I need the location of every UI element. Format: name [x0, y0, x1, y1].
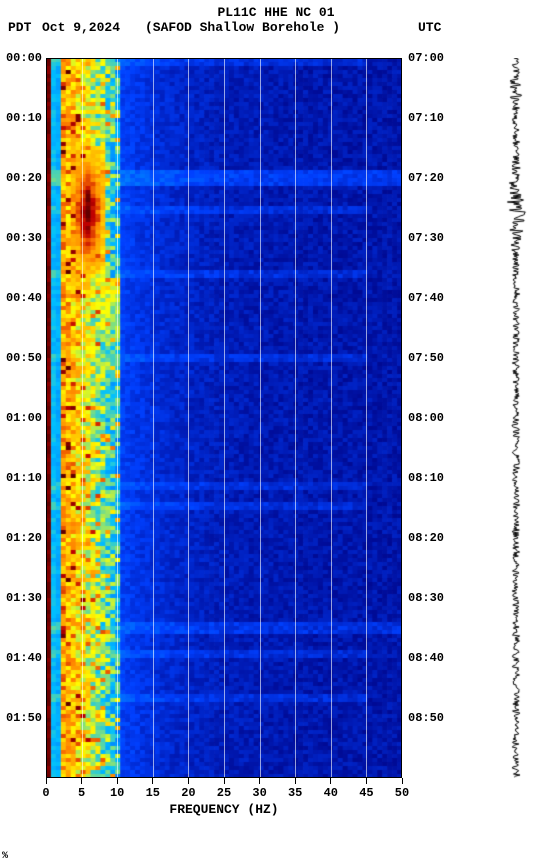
- gridline: [331, 58, 332, 778]
- x-tick: [224, 778, 225, 784]
- x-tick: [81, 778, 82, 784]
- x-tick-label: 45: [359, 786, 373, 800]
- x-tick: [117, 778, 118, 784]
- x-tick-label: 10: [110, 786, 124, 800]
- footer-mark: %: [2, 851, 8, 862]
- spectrogram-plot: 05101520253035404550 FREQUENCY (HZ) 00:0…: [46, 58, 402, 778]
- y-tick-left: 01:30: [6, 591, 42, 605]
- y-tick-left: 00:10: [6, 111, 42, 125]
- x-tick: [330, 778, 331, 784]
- x-tick-label: 5: [78, 786, 85, 800]
- y-tick-left: 01:40: [6, 651, 42, 665]
- y-tick-right: 08:50: [408, 711, 444, 725]
- x-tick-label: 15: [146, 786, 160, 800]
- x-tick: [259, 778, 260, 784]
- timezone-right-label: UTC: [418, 20, 441, 35]
- y-tick-right: 07:00: [408, 51, 444, 65]
- y-tick-left: 00:20: [6, 171, 42, 185]
- y-tick-left: 01:00: [6, 411, 42, 425]
- x-tick: [46, 778, 47, 784]
- y-tick-left: 00:40: [6, 291, 42, 305]
- date-label: Oct 9,2024: [42, 20, 120, 35]
- y-tick-right: 07:50: [408, 351, 444, 365]
- y-tick-right: 07:20: [408, 171, 444, 185]
- y-tick-right: 08:10: [408, 471, 444, 485]
- gridline: [188, 58, 189, 778]
- y-tick-left: 01:20: [6, 531, 42, 545]
- x-tick-label: 25: [217, 786, 231, 800]
- x-tick: [188, 778, 189, 784]
- gridline: [153, 58, 154, 778]
- y-tick-right: 07:30: [408, 231, 444, 245]
- x-tick-label: 0: [42, 786, 49, 800]
- gridline: [366, 58, 367, 778]
- y-tick-right: 08:00: [408, 411, 444, 425]
- y-tick-left: 00:50: [6, 351, 42, 365]
- x-tick-label: 50: [395, 786, 409, 800]
- x-tick-label: 40: [324, 786, 338, 800]
- x-tick: [295, 778, 296, 784]
- chart-title: PL11C HHE NC 01: [0, 5, 552, 20]
- waveform-trace: [502, 58, 530, 778]
- x-tick-label: 20: [181, 786, 195, 800]
- gridline: [82, 58, 83, 778]
- timezone-left-label: PDT: [8, 20, 31, 35]
- y-tick-left: 00:30: [6, 231, 42, 245]
- y-tick-right: 07:10: [408, 111, 444, 125]
- station-subtitle: (SAFOD Shallow Borehole ): [145, 20, 340, 35]
- x-tick-label: 35: [288, 786, 302, 800]
- x-tick: [152, 778, 153, 784]
- y-tick-right: 08:40: [408, 651, 444, 665]
- y-tick-left: 01:50: [6, 711, 42, 725]
- gridline: [260, 58, 261, 778]
- gridline: [117, 58, 118, 778]
- x-tick-label: 30: [252, 786, 266, 800]
- title-text: PL11C HHE NC 01: [0, 5, 552, 20]
- y-tick-left: 00:00: [6, 51, 42, 65]
- gridline: [295, 58, 296, 778]
- y-tick-right: 08:20: [408, 531, 444, 545]
- x-tick: [402, 778, 403, 784]
- y-tick-right: 07:40: [408, 291, 444, 305]
- y-tick-left: 01:10: [6, 471, 42, 485]
- x-tick: [366, 778, 367, 784]
- gridline: [224, 58, 225, 778]
- y-tick-right: 08:30: [408, 591, 444, 605]
- x-axis-label: FREQUENCY (HZ): [169, 802, 278, 817]
